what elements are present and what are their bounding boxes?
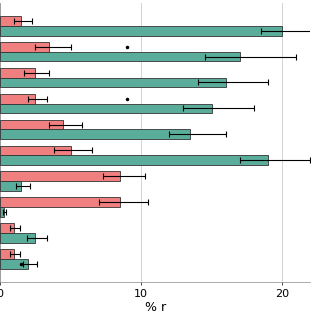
- Bar: [0, 181, 21, 191]
- Bar: [0, 42, 49, 52]
- Bar: [0, 129, 190, 139]
- Bar: [0, 172, 120, 181]
- Bar: [0, 207, 4, 217]
- Bar: [0, 233, 35, 243]
- Bar: [0, 259, 28, 269]
- Bar: [0, 94, 35, 103]
- Bar: [0, 68, 35, 77]
- Bar: [0, 197, 120, 207]
- Bar: [0, 223, 14, 233]
- Bar: [0, 103, 212, 113]
- Bar: [0, 120, 63, 129]
- Bar: [0, 26, 282, 36]
- Bar: [0, 16, 21, 26]
- Bar: [0, 249, 14, 259]
- Bar: [0, 156, 268, 165]
- X-axis label: % r: % r: [145, 300, 166, 314]
- Bar: [0, 146, 70, 156]
- Bar: [0, 52, 240, 61]
- Bar: [0, 77, 226, 87]
